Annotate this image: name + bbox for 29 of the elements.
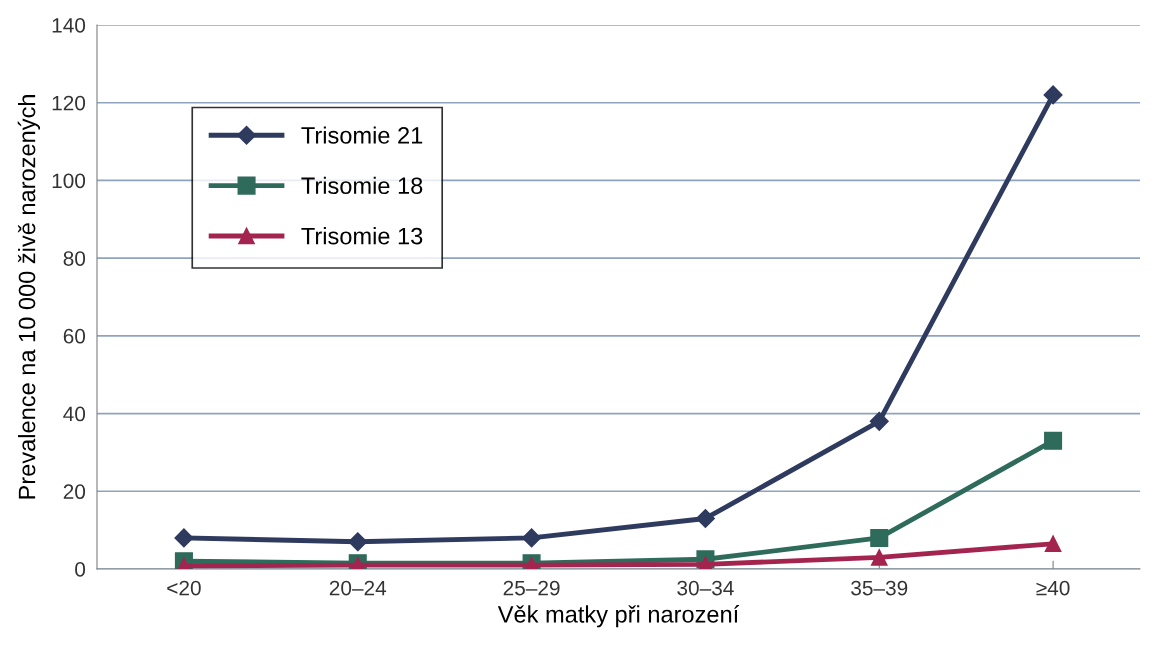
point (174, 528, 194, 548)
legend-label: Trisomie 13 (301, 227, 423, 245)
x-tick-label: 30–34 (677, 580, 734, 596)
point (870, 549, 888, 566)
point (348, 532, 368, 552)
y-tick-label: 140 (52, 18, 86, 33)
point (695, 508, 715, 529)
point (870, 528, 889, 547)
legend-label: Trisomie 21 (301, 126, 423, 144)
x-axis-title: Věk matky při narození (497, 605, 740, 628)
x-tick-label: 25–29 (503, 580, 560, 596)
y-tick-label: 0 (75, 562, 86, 577)
point (1044, 535, 1062, 553)
point (1044, 431, 1063, 450)
y-tick-label: 80 (63, 251, 86, 266)
point (869, 411, 889, 431)
x-tick-label: ≥40 (1036, 580, 1070, 596)
point (522, 528, 542, 548)
y-tick-label: 100 (52, 173, 86, 189)
y-tick-label: 40 (63, 406, 86, 422)
y-axis-title: Prevalence na 10 000 živě narozených (17, 95, 41, 499)
x-tick-label: 35–39 (851, 580, 908, 596)
x-tick-label: 20–24 (329, 580, 387, 596)
y-tick-label: 120 (52, 95, 86, 111)
y-tick-label: 60 (63, 328, 86, 344)
legend-label: Trisomie 18 (301, 176, 423, 195)
y-tick-label: 20 (63, 484, 86, 500)
x-tick-label: <20 (167, 580, 201, 596)
point (1043, 85, 1063, 105)
